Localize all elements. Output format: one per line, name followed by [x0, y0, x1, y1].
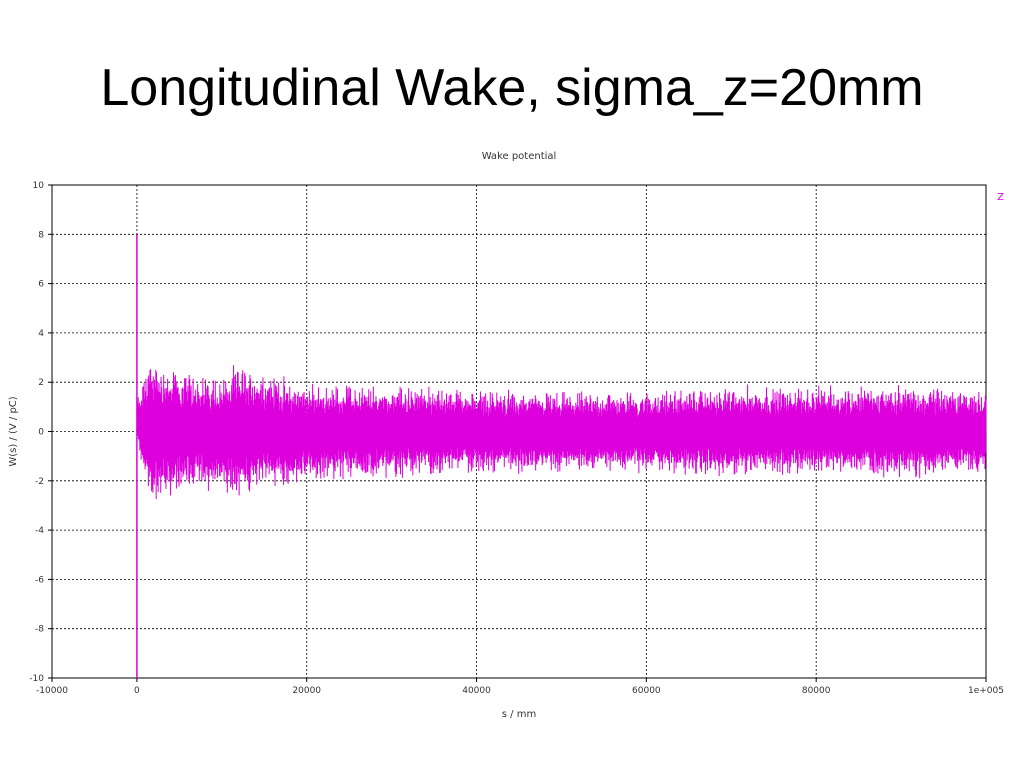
slide-title: Longitudinal Wake, sigma_z=20mm — [100, 59, 924, 117]
y-tick-label: 0 — [38, 428, 44, 438]
chart-title: Wake potential — [482, 151, 557, 162]
y-tick-label: -2 — [35, 477, 44, 487]
x-tick-label: 20000 — [292, 686, 321, 696]
y-tick-label: 2 — [38, 378, 44, 388]
y-tick-label: 10 — [33, 181, 45, 191]
x-tick-label: 0 — [134, 686, 140, 696]
x-tick-label: 40000 — [462, 686, 491, 696]
y-tick-label: -10 — [29, 674, 44, 684]
y-tick-label: 6 — [38, 280, 44, 290]
y-axis-ticks: 10 8 6 4 2 0 -2 -4 -6 -8 -10 — [29, 181, 52, 684]
y-tick-label: -8 — [35, 625, 44, 635]
y-tick-label: -6 — [35, 575, 44, 585]
series-z — [136, 234, 987, 678]
y-axis-title: W(s) / (V / pC) — [8, 396, 19, 466]
y-tick-label: -4 — [35, 526, 44, 536]
x-tick-label: 60000 — [632, 686, 661, 696]
x-tick-label: 80000 — [802, 686, 831, 696]
legend-entry-z: Z — [997, 192, 1004, 203]
x-axis-title: s / mm — [502, 709, 536, 720]
y-tick-label: 8 — [38, 230, 44, 240]
x-tick-label: -10000 — [36, 686, 68, 696]
y-tick-label: 4 — [38, 329, 44, 339]
x-tick-label: 1e+005 — [968, 686, 1004, 696]
x-axis-ticks: -10000 0 20000 40000 60000 80000 1e+005 — [36, 678, 1004, 696]
series-z-line — [136, 365, 987, 500]
